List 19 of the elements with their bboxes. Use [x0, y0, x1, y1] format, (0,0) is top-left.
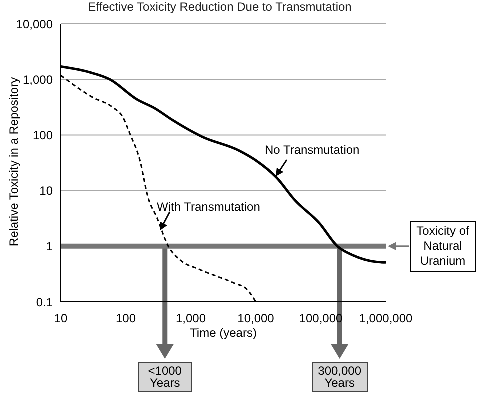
y-tick-label: 0.1	[36, 295, 54, 310]
x-tick-label: 1,000	[176, 312, 206, 326]
ref-line-label: <1000 Years	[138, 362, 192, 392]
chart-title: Effective Toxicity Reduction Due to Transmutation	[87, 0, 353, 14]
y-axis-title: Relative Toxicity in a Repository	[7, 76, 21, 249]
series-label: No Transmutation	[265, 143, 360, 157]
y-tick-label: 10	[40, 184, 54, 198]
x-tick-label: 10	[54, 312, 68, 326]
y-tick-label: 1,000	[22, 72, 54, 87]
y-tick-label: 100	[32, 128, 54, 142]
ref-line-label: Toxicity of Natural Uranium	[410, 221, 476, 272]
y-tick-label: 1	[46, 240, 54, 254]
x-tick-label: 10,000	[238, 312, 275, 326]
x-axis-title: Time (years)	[189, 326, 258, 340]
ref-line-label: 300,000 Years	[312, 362, 368, 392]
x-tick-label: 1,000,000	[359, 312, 414, 326]
x-tick-label: 100	[116, 312, 136, 326]
series-label: With Transmutation	[157, 200, 260, 214]
y-tick-label: 10,000	[16, 17, 54, 32]
